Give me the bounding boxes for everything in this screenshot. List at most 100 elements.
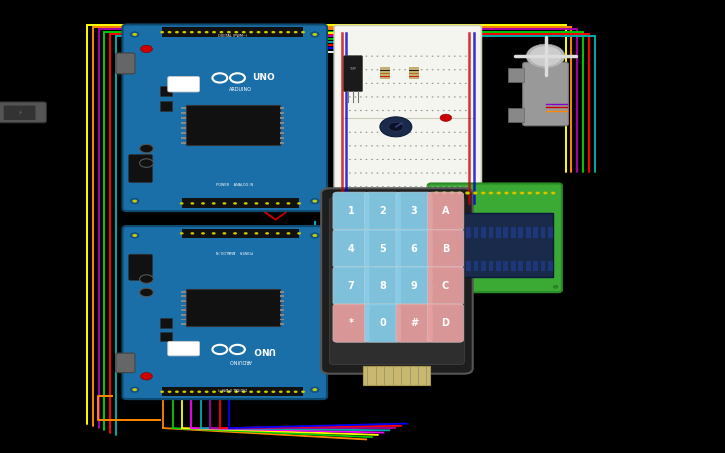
Circle shape <box>312 234 317 237</box>
FancyBboxPatch shape <box>396 304 432 342</box>
Bar <box>459 261 463 271</box>
Bar <box>280 132 284 134</box>
FancyBboxPatch shape <box>333 229 369 268</box>
Bar <box>503 261 508 271</box>
Circle shape <box>426 96 428 97</box>
Circle shape <box>437 96 439 97</box>
Bar <box>533 227 538 238</box>
Circle shape <box>130 198 139 204</box>
FancyBboxPatch shape <box>116 53 135 74</box>
Circle shape <box>254 232 258 235</box>
Circle shape <box>223 232 226 235</box>
Circle shape <box>130 387 139 392</box>
Circle shape <box>387 159 389 160</box>
Bar <box>160 318 172 328</box>
Circle shape <box>459 83 461 84</box>
Circle shape <box>376 145 378 146</box>
Bar <box>280 300 284 302</box>
Circle shape <box>420 110 423 111</box>
Text: 4: 4 <box>347 244 355 254</box>
Circle shape <box>415 159 417 160</box>
Bar <box>186 289 280 326</box>
Bar <box>181 318 186 320</box>
Circle shape <box>448 110 450 111</box>
FancyBboxPatch shape <box>128 154 152 183</box>
Circle shape <box>254 202 258 205</box>
Circle shape <box>301 390 305 393</box>
Bar <box>162 27 303 37</box>
Bar <box>496 261 501 271</box>
Circle shape <box>404 110 406 111</box>
FancyBboxPatch shape <box>365 229 401 268</box>
Text: POWER    ANALOG IN: POWER ANALOG IN <box>216 183 253 187</box>
Bar <box>280 107 284 109</box>
Bar <box>436 261 442 271</box>
Circle shape <box>443 96 444 97</box>
Circle shape <box>133 200 137 202</box>
Bar <box>526 261 531 271</box>
Circle shape <box>431 145 434 146</box>
Circle shape <box>371 83 373 84</box>
Circle shape <box>443 56 444 57</box>
FancyBboxPatch shape <box>428 266 464 305</box>
Circle shape <box>426 159 428 160</box>
Bar <box>541 227 545 238</box>
Circle shape <box>382 110 384 111</box>
Circle shape <box>437 110 439 111</box>
Circle shape <box>426 145 428 146</box>
Circle shape <box>426 110 428 111</box>
Text: UNO: UNO <box>252 73 276 82</box>
Circle shape <box>393 83 395 84</box>
Circle shape <box>365 110 368 111</box>
Text: D: D <box>442 318 450 328</box>
Circle shape <box>465 110 467 111</box>
Circle shape <box>410 69 412 70</box>
Circle shape <box>212 232 215 235</box>
Bar <box>280 314 284 316</box>
Bar <box>280 305 284 306</box>
Bar <box>181 122 186 124</box>
Bar <box>160 101 172 111</box>
Circle shape <box>371 110 373 111</box>
Circle shape <box>431 56 434 57</box>
Circle shape <box>130 233 139 238</box>
Circle shape <box>360 132 362 133</box>
Bar <box>181 295 186 297</box>
Bar <box>181 142 186 144</box>
Bar <box>181 305 186 306</box>
Circle shape <box>376 110 378 111</box>
Circle shape <box>355 186 357 187</box>
Circle shape <box>264 31 268 34</box>
Circle shape <box>279 31 283 34</box>
Text: ARDUINO: ARDUINO <box>229 358 252 363</box>
Circle shape <box>197 31 201 34</box>
Bar <box>280 318 284 320</box>
Circle shape <box>443 186 444 187</box>
Circle shape <box>459 96 461 97</box>
Circle shape <box>459 132 461 133</box>
Bar <box>489 227 494 238</box>
Circle shape <box>140 159 153 167</box>
Bar <box>444 261 449 271</box>
Circle shape <box>437 56 439 57</box>
Circle shape <box>387 56 389 57</box>
Circle shape <box>257 390 260 393</box>
Circle shape <box>387 69 389 70</box>
Circle shape <box>349 132 351 133</box>
FancyBboxPatch shape <box>167 342 199 356</box>
Circle shape <box>393 159 395 160</box>
Bar <box>182 198 299 208</box>
FancyBboxPatch shape <box>396 266 432 305</box>
Text: POWER    ANALOG IN: POWER ANALOG IN <box>216 249 253 253</box>
Circle shape <box>220 31 223 34</box>
Circle shape <box>454 69 456 70</box>
Bar <box>162 387 303 396</box>
Circle shape <box>130 32 139 37</box>
Circle shape <box>220 390 223 393</box>
Circle shape <box>431 96 434 97</box>
Circle shape <box>459 145 461 146</box>
Circle shape <box>234 31 239 34</box>
Circle shape <box>371 159 373 160</box>
Circle shape <box>454 56 456 57</box>
Circle shape <box>286 31 290 34</box>
